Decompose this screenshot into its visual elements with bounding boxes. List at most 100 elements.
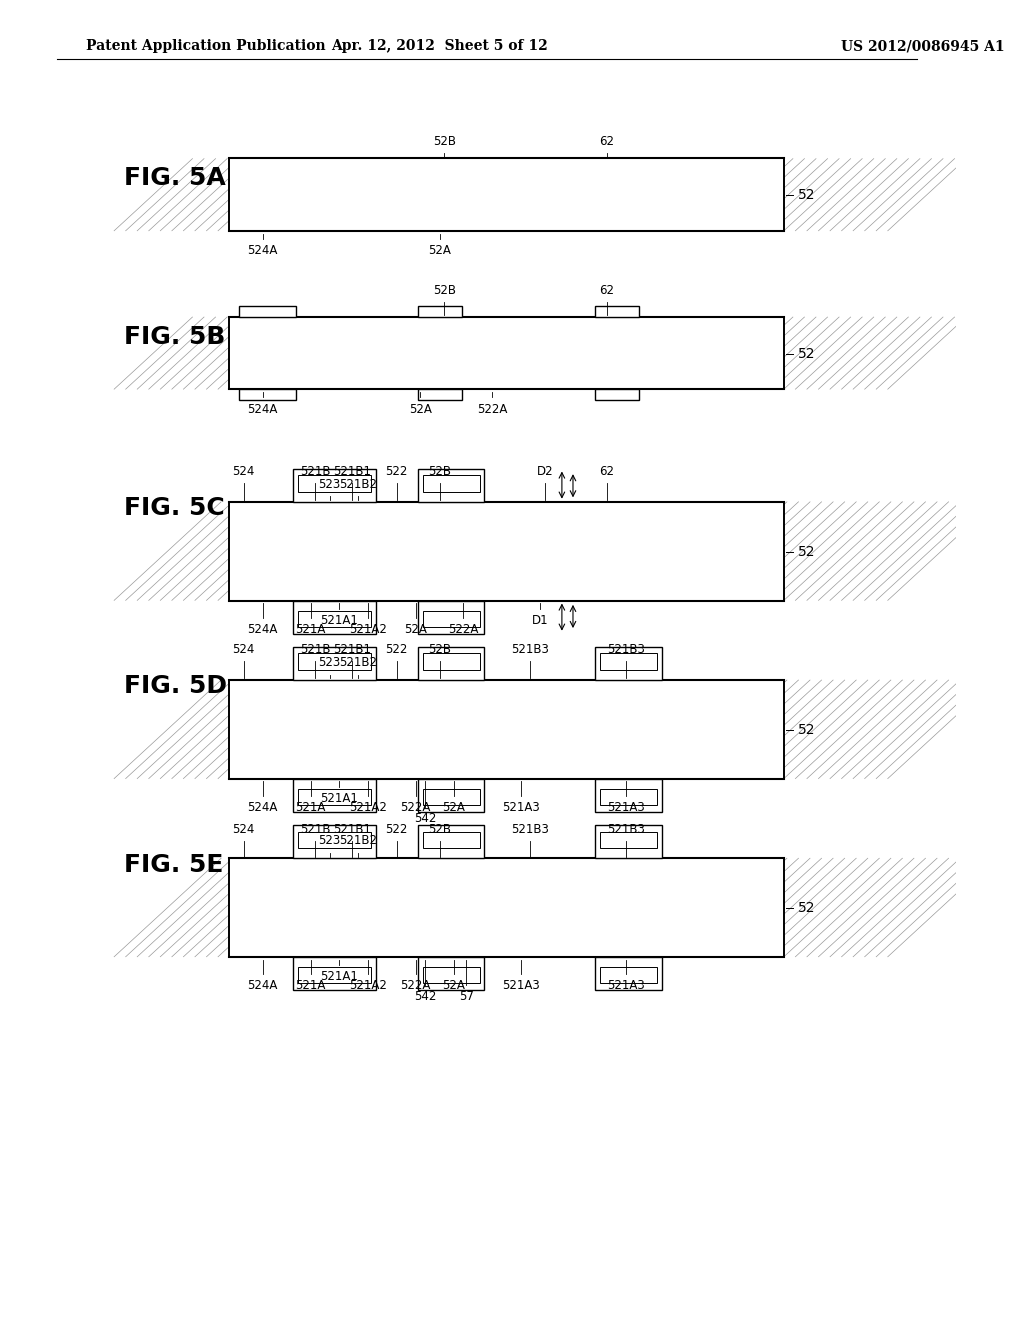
Bar	[293, 957, 376, 990]
Text: 52: 52	[798, 902, 815, 915]
Text: 521B3: 521B3	[607, 643, 645, 656]
Bar	[298, 832, 372, 847]
Text: 521B1: 521B1	[333, 643, 371, 656]
Text: 523: 523	[318, 834, 341, 847]
Text: 521B2: 521B2	[339, 656, 378, 669]
Text: 52: 52	[798, 723, 815, 737]
Text: 522: 522	[385, 643, 408, 656]
Bar	[239, 306, 296, 317]
Text: 521A3: 521A3	[502, 979, 540, 993]
Text: 524: 524	[232, 643, 255, 656]
Text: Apr. 12, 2012  Sheet 5 of 12: Apr. 12, 2012 Sheet 5 of 12	[331, 40, 548, 53]
Text: 62: 62	[599, 465, 614, 478]
Bar	[423, 789, 479, 805]
Bar	[298, 789, 372, 805]
Bar	[229, 858, 783, 957]
Text: 521A2: 521A2	[349, 801, 387, 814]
Text: 524: 524	[232, 465, 255, 478]
Bar	[423, 966, 479, 983]
Text: 521B: 521B	[300, 643, 331, 656]
Bar	[293, 469, 376, 502]
Text: 52A: 52A	[442, 979, 465, 993]
Text: 521A1: 521A1	[321, 792, 358, 805]
Text: 522A: 522A	[400, 979, 431, 993]
Text: 521A3: 521A3	[607, 979, 645, 993]
Text: 524A: 524A	[248, 244, 278, 257]
Text: 521A: 521A	[295, 979, 326, 993]
Text: 542: 542	[414, 812, 436, 825]
Bar	[418, 957, 484, 990]
Bar	[229, 502, 783, 601]
Bar	[600, 832, 656, 847]
Text: 52A: 52A	[428, 244, 451, 257]
Bar	[229, 680, 783, 779]
Text: 521B2: 521B2	[339, 834, 378, 847]
Bar	[298, 966, 372, 983]
Bar	[293, 601, 376, 634]
Text: 57: 57	[459, 990, 474, 1003]
Bar	[600, 966, 656, 983]
Text: 62: 62	[599, 284, 614, 297]
Text: 521A3: 521A3	[502, 801, 540, 814]
Text: FIG. 5A: FIG. 5A	[124, 166, 226, 190]
Text: 521A2: 521A2	[349, 979, 387, 993]
Text: 52: 52	[798, 545, 815, 558]
Bar	[298, 475, 372, 492]
Text: 521B: 521B	[300, 465, 331, 478]
Text: D1: D1	[531, 614, 548, 627]
Bar	[418, 306, 462, 317]
Bar	[239, 389, 296, 400]
Bar	[229, 158, 783, 231]
Bar	[418, 647, 484, 680]
Text: 521A: 521A	[295, 801, 326, 814]
Bar	[600, 653, 656, 671]
Text: 524: 524	[232, 822, 255, 836]
Bar	[595, 647, 662, 680]
Text: 524A: 524A	[248, 801, 278, 814]
Text: 522A: 522A	[449, 623, 478, 636]
Bar	[229, 502, 783, 601]
Text: 522A: 522A	[477, 403, 507, 416]
Text: 521B2: 521B2	[339, 478, 378, 491]
Text: 522: 522	[385, 465, 408, 478]
Text: 52: 52	[798, 347, 815, 360]
Bar	[418, 601, 484, 634]
Text: 524A: 524A	[248, 623, 278, 636]
Text: 524A: 524A	[248, 403, 278, 416]
Bar	[595, 389, 640, 400]
Bar	[298, 610, 372, 627]
Bar	[595, 957, 662, 990]
Text: 62: 62	[599, 135, 614, 148]
Text: 52B: 52B	[428, 465, 452, 478]
Text: 522: 522	[385, 822, 408, 836]
Bar	[595, 825, 662, 858]
Text: 522A: 522A	[400, 801, 431, 814]
Text: D2: D2	[537, 465, 553, 478]
Text: Patent Application Publication: Patent Application Publication	[86, 40, 326, 53]
Bar	[418, 779, 484, 812]
Bar	[418, 469, 484, 502]
Text: 521A3: 521A3	[607, 801, 645, 814]
Bar	[423, 653, 479, 671]
Bar	[423, 475, 479, 492]
Text: 523: 523	[318, 656, 341, 669]
Text: 521B3: 521B3	[607, 822, 645, 836]
Bar	[423, 832, 479, 847]
Text: 542: 542	[414, 990, 436, 1003]
Text: 521A1: 521A1	[321, 614, 358, 627]
Text: US 2012/0086945 A1: US 2012/0086945 A1	[841, 40, 1005, 53]
Bar	[229, 317, 783, 389]
Text: 521B3: 521B3	[511, 643, 549, 656]
Bar	[600, 789, 656, 805]
Text: FIG. 5C: FIG. 5C	[124, 496, 225, 520]
Bar	[418, 389, 462, 400]
Bar	[229, 680, 783, 779]
Text: FIG. 5B: FIG. 5B	[124, 325, 225, 348]
Text: 523: 523	[318, 478, 341, 491]
Text: 521B1: 521B1	[333, 822, 371, 836]
Bar	[293, 647, 376, 680]
Text: 52B: 52B	[433, 135, 456, 148]
Text: 52A: 52A	[404, 623, 427, 636]
Bar	[595, 306, 640, 317]
Bar	[293, 779, 376, 812]
